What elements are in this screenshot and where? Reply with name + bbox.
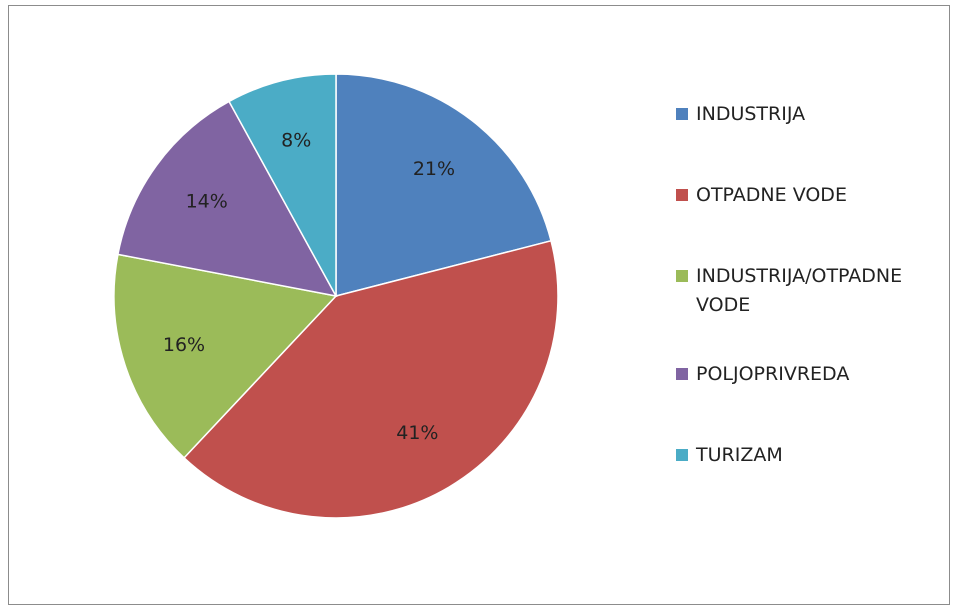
legend-label: TURIZAM xyxy=(696,444,783,466)
pie-slice xyxy=(117,100,338,298)
legend-swatch xyxy=(676,108,688,120)
legend-item: INDUSTRIJA xyxy=(676,100,946,129)
legend-item: OTPADNE VODE xyxy=(676,181,946,210)
legend-label: POLJOPRIVREDA xyxy=(696,363,850,385)
legend: INDUSTRIJA OTPADNE VODE INDUSTRIJA/OTPADNE… xyxy=(676,100,946,470)
legend-item: TURIZAM xyxy=(676,441,946,470)
data-label: 21% xyxy=(413,158,455,180)
legend-swatch xyxy=(676,368,688,380)
data-label: 8% xyxy=(281,130,311,152)
data-label: 16% xyxy=(163,334,205,356)
legend-label: INDUSTRIJA xyxy=(696,103,806,125)
pie-slice xyxy=(182,239,559,519)
pie-slice xyxy=(335,73,552,297)
legend-label: OTPADNE VODE xyxy=(696,184,847,206)
legend-item: POLJOPRIVREDA xyxy=(676,360,946,389)
legend-swatch xyxy=(676,189,688,201)
legend-swatch xyxy=(676,270,688,282)
pie-slice xyxy=(113,253,338,459)
legend-item: INDUSTRIJA/OTPADNE VODE xyxy=(676,262,946,320)
data-label: 41% xyxy=(396,422,438,444)
pie-slice xyxy=(228,73,337,297)
pie-area: 21% 41% 16% 14% 8% xyxy=(113,73,559,519)
legend-label: INDUSTRIJA/OTPADNE VODE xyxy=(696,265,903,316)
legend-swatch xyxy=(676,449,688,461)
chart: 21% 41% 16% 14% 8% INDUSTRIJA OTPADNE VODE IND… xyxy=(8,5,950,605)
data-label: 14% xyxy=(186,191,228,213)
